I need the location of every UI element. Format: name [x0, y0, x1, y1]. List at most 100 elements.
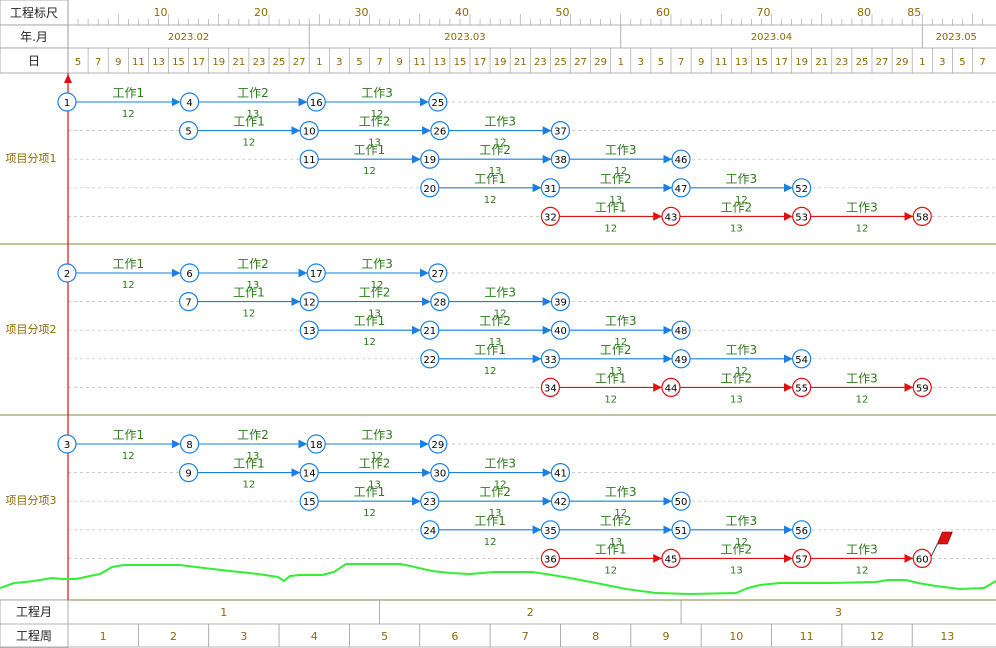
day-label: 27: [876, 57, 889, 68]
event-node[interactable]: 39: [550, 292, 571, 312]
event-node-circle: [180, 263, 200, 283]
event-node[interactable]: 21: [420, 320, 440, 340]
event-node[interactable]: 47: [671, 178, 691, 198]
event-node[interactable]: 28: [430, 292, 450, 312]
event-node[interactable]: 30: [430, 463, 450, 483]
event-node[interactable]: 24: [420, 520, 440, 540]
event-node[interactable]: 6: [180, 263, 200, 283]
event-node[interactable]: 9: [179, 463, 199, 483]
activity-name: 工作3: [484, 115, 516, 129]
event-node[interactable]: 11: [299, 149, 319, 169]
event-node[interactable]: 58: [912, 206, 932, 226]
event-node[interactable]: 35: [540, 520, 561, 540]
event-node[interactable]: 12: [299, 292, 319, 312]
event-node[interactable]: 52: [792, 178, 812, 198]
activity-name: 工作3: [361, 428, 393, 442]
day-label: 3: [939, 57, 945, 68]
activity-duration: 13: [730, 565, 743, 576]
event-node[interactable]: 32: [540, 206, 561, 226]
event-node-id: 12: [303, 298, 316, 309]
event-node-circle: [57, 92, 77, 112]
event-node[interactable]: 49: [671, 349, 691, 369]
event-node[interactable]: 45: [661, 548, 681, 569]
footer-week-value: 8: [592, 630, 599, 643]
resource-curve: [0, 563, 996, 596]
event-node-circle: [299, 149, 319, 169]
day-label: 17: [775, 57, 788, 68]
event-node[interactable]: 50: [671, 491, 691, 511]
event-node[interactable]: 31: [540, 178, 561, 198]
event-node[interactable]: 59: [912, 377, 932, 397]
day-label: 29: [896, 57, 909, 68]
event-node[interactable]: 8: [180, 434, 200, 454]
event-node[interactable]: 15: [299, 491, 319, 511]
event-node[interactable]: 20: [420, 178, 440, 198]
activity-name: 工作1: [474, 514, 506, 528]
event-node[interactable]: 26: [430, 121, 450, 141]
month-label: 2023.02: [168, 32, 209, 43]
event-node[interactable]: 29: [428, 434, 448, 454]
event-node[interactable]: 18: [306, 434, 326, 454]
activity-name: 工作2: [237, 428, 269, 442]
event-node[interactable]: 41: [550, 463, 571, 483]
event-node-id: 21: [423, 326, 436, 337]
event-node-id: 4: [186, 98, 192, 109]
event-node[interactable]: 10: [299, 121, 319, 141]
activity-name: 工作2: [600, 343, 632, 357]
event-node[interactable]: 60: [912, 548, 932, 569]
event-node[interactable]: 16: [306, 92, 326, 112]
event-node-circle: [661, 548, 681, 569]
event-node[interactable]: 19: [420, 149, 440, 169]
event-node[interactable]: 57: [792, 548, 812, 569]
event-node[interactable]: 22: [420, 349, 440, 369]
event-node[interactable]: 56: [792, 520, 812, 540]
activity-name: 工作3: [846, 200, 878, 214]
event-node[interactable]: 54: [792, 349, 812, 369]
event-node-id: 57: [795, 554, 808, 565]
activity-duration: 12: [363, 337, 376, 348]
event-node[interactable]: 44: [661, 377, 681, 397]
day-label: 5: [658, 57, 664, 68]
event-node[interactable]: 25: [428, 92, 448, 112]
event-node[interactable]: 14: [299, 463, 319, 483]
activity-duration: 12: [735, 537, 748, 548]
event-node[interactable]: 17: [306, 263, 326, 283]
event-node[interactable]: 55: [792, 377, 812, 397]
day-label: 7: [95, 57, 101, 68]
event-node[interactable]: 2: [57, 263, 77, 283]
event-node-id: 53: [795, 212, 808, 223]
event-node[interactable]: 42: [550, 491, 571, 511]
event-node-id: 16: [310, 98, 323, 109]
activity-duration: 12: [614, 337, 627, 348]
event-node[interactable]: 34: [540, 377, 561, 397]
event-node-id: 13: [303, 326, 316, 337]
event-node[interactable]: 33: [540, 349, 561, 369]
event-node[interactable]: 40: [550, 320, 571, 340]
event-node-id: 45: [665, 554, 678, 565]
event-node[interactable]: 46: [671, 149, 691, 169]
event-node[interactable]: 38: [550, 149, 571, 169]
event-node[interactable]: 7: [179, 292, 199, 312]
event-node[interactable]: 4: [180, 92, 200, 112]
event-node[interactable]: 43: [661, 206, 681, 226]
activity-duration: 12: [122, 280, 135, 291]
event-node[interactable]: 1: [57, 92, 77, 112]
event-node[interactable]: 27: [428, 263, 448, 283]
event-node[interactable]: 3: [57, 434, 77, 454]
event-node[interactable]: 23: [420, 491, 440, 511]
event-node[interactable]: 13: [299, 320, 319, 340]
event-node[interactable]: 37: [550, 121, 571, 141]
day-label: 29: [594, 57, 607, 68]
day-label: 25: [273, 57, 286, 68]
event-node[interactable]: 36: [540, 548, 561, 569]
event-node[interactable]: 51: [671, 520, 691, 540]
event-node[interactable]: 48: [671, 320, 691, 340]
event-node[interactable]: 53: [792, 206, 812, 226]
ruler-tick-label: 80: [857, 6, 871, 19]
section-label-2: 项目分项2: [6, 323, 57, 336]
footer-month-value: 3: [835, 606, 842, 619]
event-node[interactable]: 5: [179, 121, 199, 141]
event-node-id: 7: [185, 298, 191, 309]
